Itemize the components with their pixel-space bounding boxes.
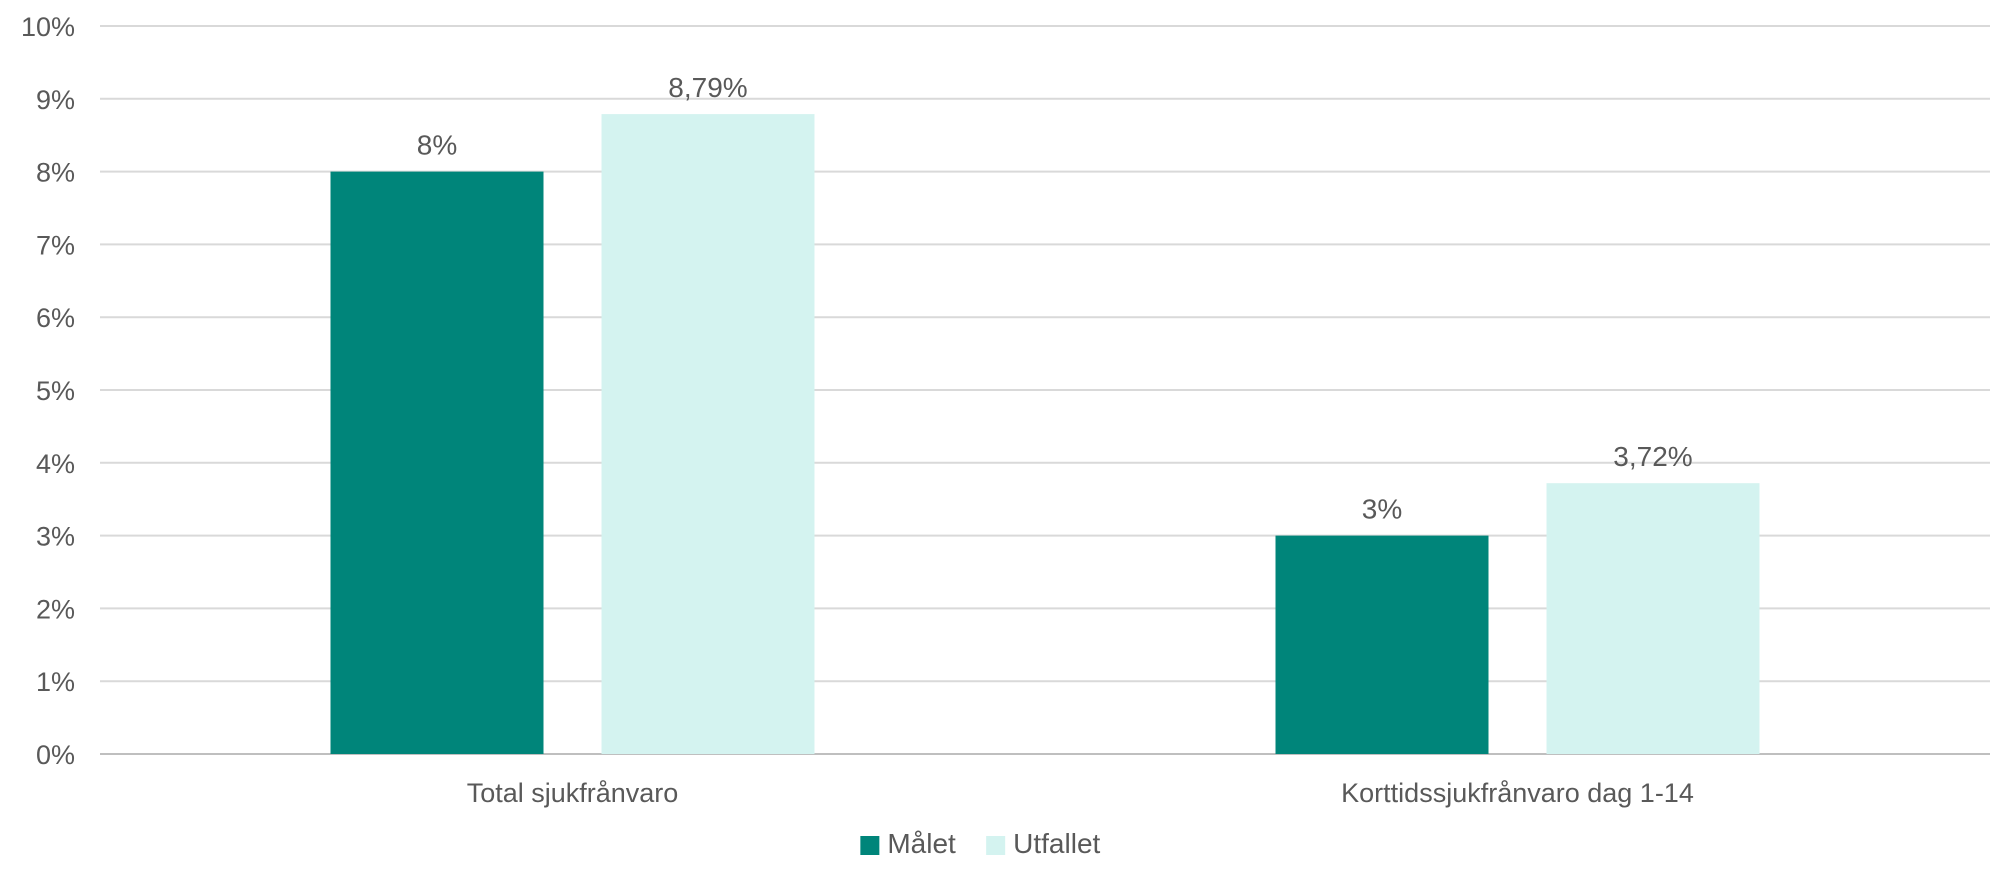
x-tick-label: Korttidssjukfrånvaro dag 1-14 bbox=[1341, 778, 1694, 808]
y-tick-label: 1% bbox=[36, 667, 75, 697]
legend-swatch bbox=[860, 836, 880, 855]
y-tick-label: 5% bbox=[36, 376, 75, 406]
bar bbox=[1546, 483, 1760, 754]
data-label: 3% bbox=[1362, 494, 1402, 525]
data-labels: 8% 8,79% 3% 3,72% bbox=[417, 72, 1693, 525]
data-label: 8,79% bbox=[668, 72, 747, 103]
y-tick-label: 9% bbox=[36, 85, 75, 115]
y-tick-label: 7% bbox=[36, 230, 75, 260]
y-axis-tick-labels: 0% 1% 2% 3% 4% 5% 6% 7% 8% 9% 10% bbox=[21, 12, 75, 770]
y-tick-label: 2% bbox=[36, 594, 75, 624]
bar bbox=[601, 114, 815, 754]
bar bbox=[1275, 535, 1489, 754]
y-tick-label: 10% bbox=[21, 12, 75, 42]
x-axis-tick-labels: Total sjukfrånvaro Korttidssjukfrånvaro d… bbox=[467, 778, 1694, 808]
x-tick-label: Total sjukfrånvaro bbox=[467, 778, 679, 808]
y-tick-label: 8% bbox=[36, 158, 75, 188]
y-tick-label: 0% bbox=[36, 740, 75, 770]
y-tick-label: 3% bbox=[36, 522, 75, 552]
data-label: 3,72% bbox=[1613, 441, 1692, 472]
data-label: 8% bbox=[417, 130, 457, 161]
legend-label: Utfallet bbox=[1013, 828, 1100, 859]
y-tick-label: 4% bbox=[36, 449, 75, 479]
bar bbox=[330, 171, 544, 755]
legend: Målet Utfallet bbox=[860, 828, 1101, 859]
y-tick-label: 6% bbox=[36, 303, 75, 333]
legend-swatch bbox=[986, 836, 1006, 855]
legend-label: Målet bbox=[887, 828, 956, 859]
bars bbox=[330, 114, 1760, 755]
